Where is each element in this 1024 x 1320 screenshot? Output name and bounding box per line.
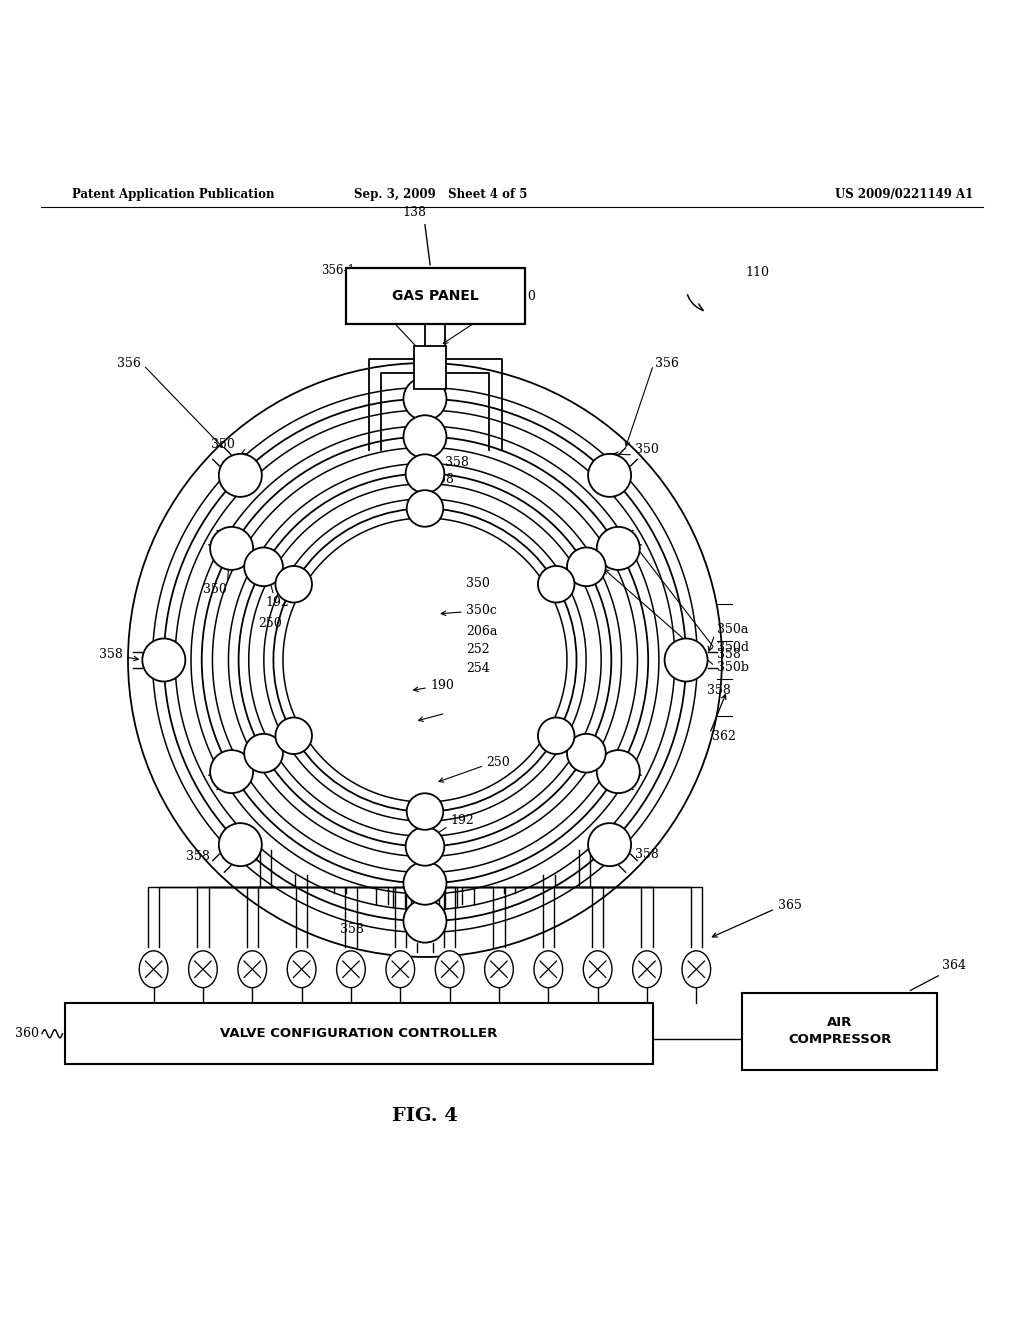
Circle shape [290, 525, 560, 795]
Text: 358: 358 [717, 648, 740, 661]
Circle shape [538, 566, 574, 602]
Circle shape [210, 527, 253, 570]
Text: 358: 358 [99, 648, 123, 661]
Text: 356: 356 [118, 356, 141, 370]
Circle shape [403, 378, 446, 420]
Ellipse shape [337, 950, 366, 987]
Text: 250: 250 [486, 756, 510, 768]
FancyBboxPatch shape [65, 1003, 653, 1064]
Text: 350: 350 [466, 577, 489, 590]
Circle shape [403, 416, 446, 458]
Text: 192: 192 [451, 814, 474, 828]
Text: 358: 358 [635, 849, 659, 862]
Text: VALVE CONFIGURATION CONTROLLER: VALVE CONFIGURATION CONTROLLER [220, 1027, 498, 1040]
Circle shape [219, 824, 262, 866]
Text: 356-2: 356-2 [456, 275, 489, 288]
Text: 354: 354 [355, 298, 379, 312]
Circle shape [407, 793, 443, 830]
Circle shape [403, 900, 446, 942]
Ellipse shape [534, 950, 562, 987]
Circle shape [567, 734, 606, 772]
Text: 210: 210 [512, 290, 536, 304]
Text: 350: 350 [211, 438, 236, 451]
Ellipse shape [484, 950, 513, 987]
Text: 360: 360 [15, 1027, 39, 1040]
Ellipse shape [435, 950, 464, 987]
Text: 190: 190 [430, 678, 454, 692]
Circle shape [597, 750, 640, 793]
Circle shape [406, 828, 444, 866]
FancyBboxPatch shape [346, 268, 524, 325]
Text: 358: 358 [445, 455, 469, 469]
Circle shape [219, 454, 262, 496]
Ellipse shape [584, 950, 612, 987]
Text: 358: 358 [242, 552, 266, 565]
Circle shape [244, 548, 283, 586]
Circle shape [142, 639, 185, 681]
Text: Patent Application Publication: Patent Application Publication [72, 187, 274, 201]
Text: 358: 358 [707, 684, 730, 697]
Text: 358: 358 [185, 850, 210, 863]
Circle shape [538, 718, 574, 754]
Text: 250: 250 [258, 616, 283, 630]
Text: 192: 192 [265, 597, 290, 609]
Circle shape [275, 566, 312, 602]
Circle shape [407, 490, 443, 527]
Circle shape [210, 750, 253, 793]
Circle shape [588, 824, 631, 866]
FancyBboxPatch shape [414, 346, 446, 388]
Text: 252: 252 [466, 643, 489, 656]
Circle shape [275, 718, 312, 754]
Text: 138: 138 [402, 206, 427, 219]
Circle shape [597, 527, 640, 570]
Ellipse shape [633, 950, 662, 987]
Text: US 2009/0221149 A1: US 2009/0221149 A1 [835, 187, 973, 201]
Text: 350a: 350a [717, 623, 749, 636]
Text: 358: 358 [340, 923, 364, 936]
Circle shape [588, 454, 631, 496]
Ellipse shape [288, 950, 316, 987]
Text: 110: 110 [745, 267, 769, 280]
Ellipse shape [139, 950, 168, 987]
Text: 364: 364 [942, 960, 966, 973]
Circle shape [244, 734, 283, 772]
Text: AIR
COMPRESSOR: AIR COMPRESSOR [788, 1016, 891, 1047]
Circle shape [665, 639, 708, 681]
Text: 356: 356 [655, 356, 679, 370]
Text: 350: 350 [203, 583, 226, 595]
Ellipse shape [188, 950, 217, 987]
Text: 350c: 350c [466, 605, 497, 618]
Text: Sep. 3, 2009   Sheet 4 of 5: Sep. 3, 2009 Sheet 4 of 5 [353, 187, 527, 201]
Text: 206a: 206a [466, 624, 498, 638]
Text: 350d: 350d [717, 642, 749, 655]
Text: GAS PANEL: GAS PANEL [392, 289, 478, 304]
FancyBboxPatch shape [742, 993, 937, 1069]
Text: 356-1: 356-1 [321, 264, 355, 277]
Text: 254: 254 [466, 661, 489, 675]
Text: 350: 350 [635, 444, 659, 457]
Circle shape [567, 548, 606, 586]
Text: FIG. 4: FIG. 4 [392, 1106, 458, 1125]
Ellipse shape [386, 950, 415, 987]
Ellipse shape [238, 950, 266, 987]
Circle shape [406, 454, 444, 492]
Circle shape [403, 862, 446, 904]
Text: 365: 365 [778, 899, 802, 912]
Text: 362: 362 [712, 730, 735, 743]
Text: 350b: 350b [717, 661, 749, 673]
Text: 358: 358 [430, 474, 454, 486]
Ellipse shape [682, 950, 711, 987]
